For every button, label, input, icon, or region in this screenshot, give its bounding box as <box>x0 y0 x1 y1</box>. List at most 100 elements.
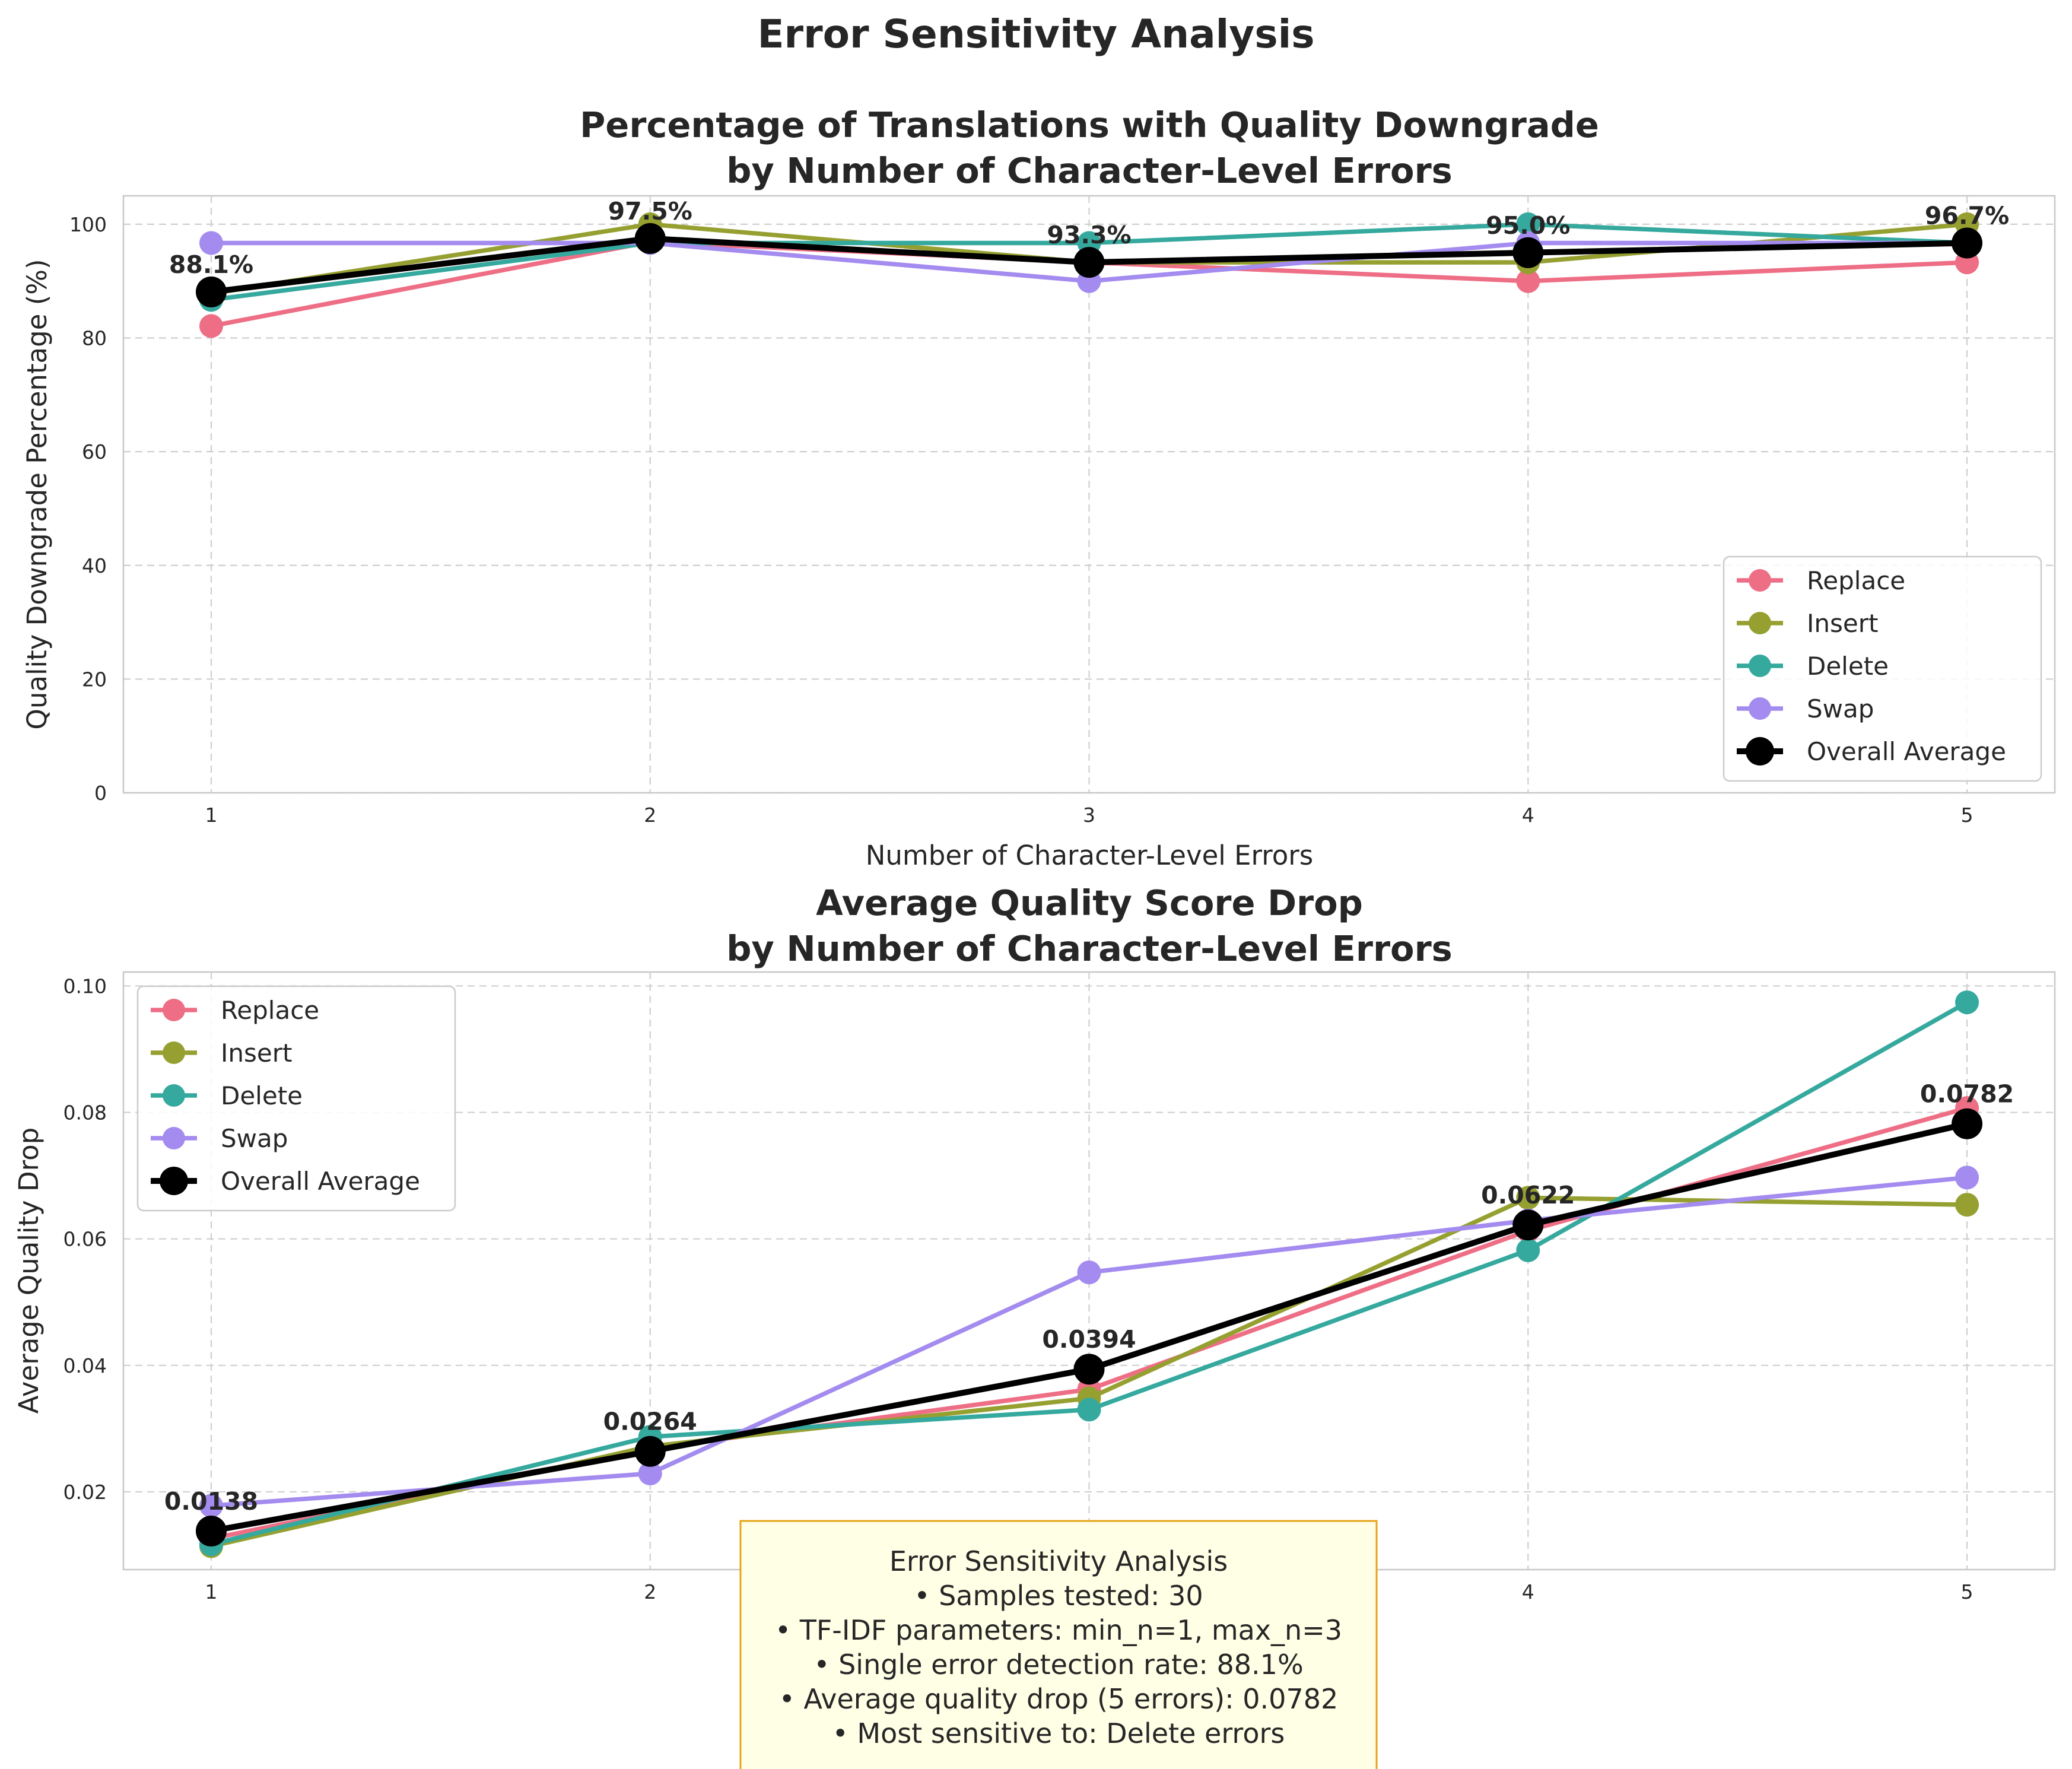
series-overall-average <box>195 1108 1983 1546</box>
legend-label: Swap <box>221 1124 288 1153</box>
chart-1-y-axis-label: Quality Downgrade Percentage (%) <box>21 259 53 729</box>
data-label: 0.0138 <box>164 1487 258 1516</box>
legend-item-insert: Insert <box>151 1038 292 1068</box>
legend-swatch-marker <box>163 1127 185 1149</box>
chart-1-xticks: 1 2 3 4 5 <box>205 803 1973 827</box>
chart-2-title-line-1: Average Quality Score Drop <box>816 882 1363 923</box>
legend-swatch-marker <box>1749 655 1771 677</box>
data-point-overall-average <box>1512 237 1544 268</box>
chart-1-yticks: 0 20 40 60 80 100 <box>69 213 107 805</box>
legend-label: Swap <box>1807 694 1874 723</box>
chart-2-yticks: 0.02 0.04 0.06 0.08 0.10 <box>63 974 107 1503</box>
data-label: 0.0264 <box>603 1408 697 1436</box>
info-box-background <box>739 1520 1378 1769</box>
legend-swatch-marker <box>1746 737 1774 766</box>
chart-1-x-axis-label: Number of Character-Level Errors <box>866 840 1314 871</box>
legend-item-overall-average: Overall Average <box>151 1167 420 1196</box>
y-tick-label: 100 <box>69 213 107 236</box>
x-tick-label: 4 <box>1522 803 1534 827</box>
legend-item-delete: Delete <box>151 1081 303 1110</box>
legend-item-delete: Delete <box>1737 652 1889 681</box>
data-label: 0.0622 <box>1481 1181 1575 1209</box>
legend-label: Insert <box>1807 609 1878 638</box>
data-label: 97.5% <box>608 197 692 226</box>
data-point-overall-average <box>195 276 227 307</box>
data-point-delete <box>1516 212 1540 236</box>
chart-2-annotations: 0.0138 0.0264 0.0394 0.0622 0.0782 <box>164 1080 2014 1516</box>
x-tick-label: 2 <box>644 1580 656 1603</box>
y-tick-label: 0 <box>94 782 107 805</box>
legend-frame <box>1723 555 2042 782</box>
data-point-overall-average <box>634 1435 666 1467</box>
data-point-delete <box>1516 1238 1540 1262</box>
data-point-swap <box>1077 1260 1101 1285</box>
y-tick-label: 0.04 <box>63 1354 107 1377</box>
y-tick-label: 0.08 <box>63 1101 107 1125</box>
y-tick-label: 0.06 <box>63 1228 107 1251</box>
figure-title: Error Sensitivity Analysis <box>757 11 1314 57</box>
legend-item-replace: Replace <box>1737 566 1905 595</box>
y-tick-label: 20 <box>82 668 107 691</box>
data-point-swap <box>638 1462 662 1486</box>
data-label: 93.3% <box>1047 221 1131 249</box>
y-tick-label: 60 <box>82 440 107 463</box>
info-box-line-2: • Samples tested: 30 <box>914 1580 1203 1612</box>
chart-2-y-axis-label: Average Quality Drop <box>13 1128 45 1414</box>
info-box: Error Sensitivity Analysis • Samples tes… <box>739 1520 1378 1769</box>
x-tick-label: 5 <box>1961 803 1974 827</box>
info-box-line-6: • Most sensitive to: Delete errors <box>832 1717 1285 1749</box>
y-tick-label: 80 <box>82 327 107 350</box>
legend-label: Delete <box>1807 652 1889 681</box>
y-tick-label: 40 <box>82 554 107 577</box>
x-tick-label: 2 <box>644 803 656 827</box>
chart-1-annotations: 88.1% 97.5% 93.3% 95.0% 96.7% <box>169 197 2009 279</box>
legend-item-replace: Replace <box>151 996 319 1025</box>
data-point-overall-average <box>634 223 666 254</box>
data-label: 0.0782 <box>1920 1080 2014 1109</box>
data-label: 0.0394 <box>1042 1325 1136 1354</box>
x-tick-label: 5 <box>1961 1580 1974 1603</box>
legend-label: Insert <box>221 1038 292 1068</box>
legend-item-swap: Swap <box>151 1124 288 1153</box>
chart-2-title-line-2: by Number of Character-Level Errors <box>726 928 1453 969</box>
legend-item-swap: Swap <box>1737 694 1874 723</box>
chart-1-title-line-1: Percentage of Translations with Quality … <box>580 104 1599 145</box>
x-tick-label: 1 <box>205 803 217 827</box>
data-point-overall-average <box>1512 1209 1544 1241</box>
legend-item-insert: Insert <box>1737 609 1878 638</box>
data-point-overall-average <box>1073 247 1105 278</box>
legend-label: Overall Average <box>221 1167 420 1196</box>
chart-1-title-line-2: by Number of Character-Level Errors <box>726 150 1453 191</box>
info-box-line-1: Error Sensitivity Analysis <box>889 1545 1228 1577</box>
data-point-delete <box>1955 990 1979 1015</box>
y-tick-label: 0.10 <box>63 974 107 998</box>
chart-2-legend: Replace Insert Delete Swap Overall Average <box>136 985 456 1212</box>
data-point-replace <box>199 314 223 338</box>
chart-1-series <box>195 212 1983 338</box>
legend-label: Replace <box>221 996 319 1025</box>
legend-swatch-marker <box>1749 569 1771 592</box>
info-box-line-5: • Average quality drop (5 errors): 0.078… <box>779 1683 1339 1715</box>
data-point-insert <box>1516 1186 1540 1210</box>
legend-item-overall-average: Overall Average <box>1737 737 2006 766</box>
legend-label: Replace <box>1807 566 1905 595</box>
legend-swatch-marker <box>163 999 185 1021</box>
x-tick-label: 4 <box>1522 1580 1534 1603</box>
series-overall-average <box>195 223 1983 307</box>
data-point-swap <box>1955 1165 1979 1190</box>
chart-2-series <box>195 990 1983 1558</box>
legend-label: Overall Average <box>1807 737 2006 766</box>
data-label: 96.7% <box>1925 202 2009 230</box>
legend-label: Delete <box>221 1081 303 1110</box>
chart-1: Percentage of Translations with Quality … <box>21 104 2056 871</box>
data-point-overall-average <box>1952 1108 1983 1139</box>
data-point-swap <box>199 231 223 255</box>
data-point-insert <box>1955 1193 1979 1217</box>
data-point-overall-average <box>195 1515 227 1546</box>
legend-frame <box>136 985 456 1212</box>
data-point-overall-average <box>1952 227 1983 259</box>
chart-2: Average Quality Score Drop by Number of … <box>13 882 2056 1603</box>
legend-swatch-marker <box>1749 697 1771 720</box>
